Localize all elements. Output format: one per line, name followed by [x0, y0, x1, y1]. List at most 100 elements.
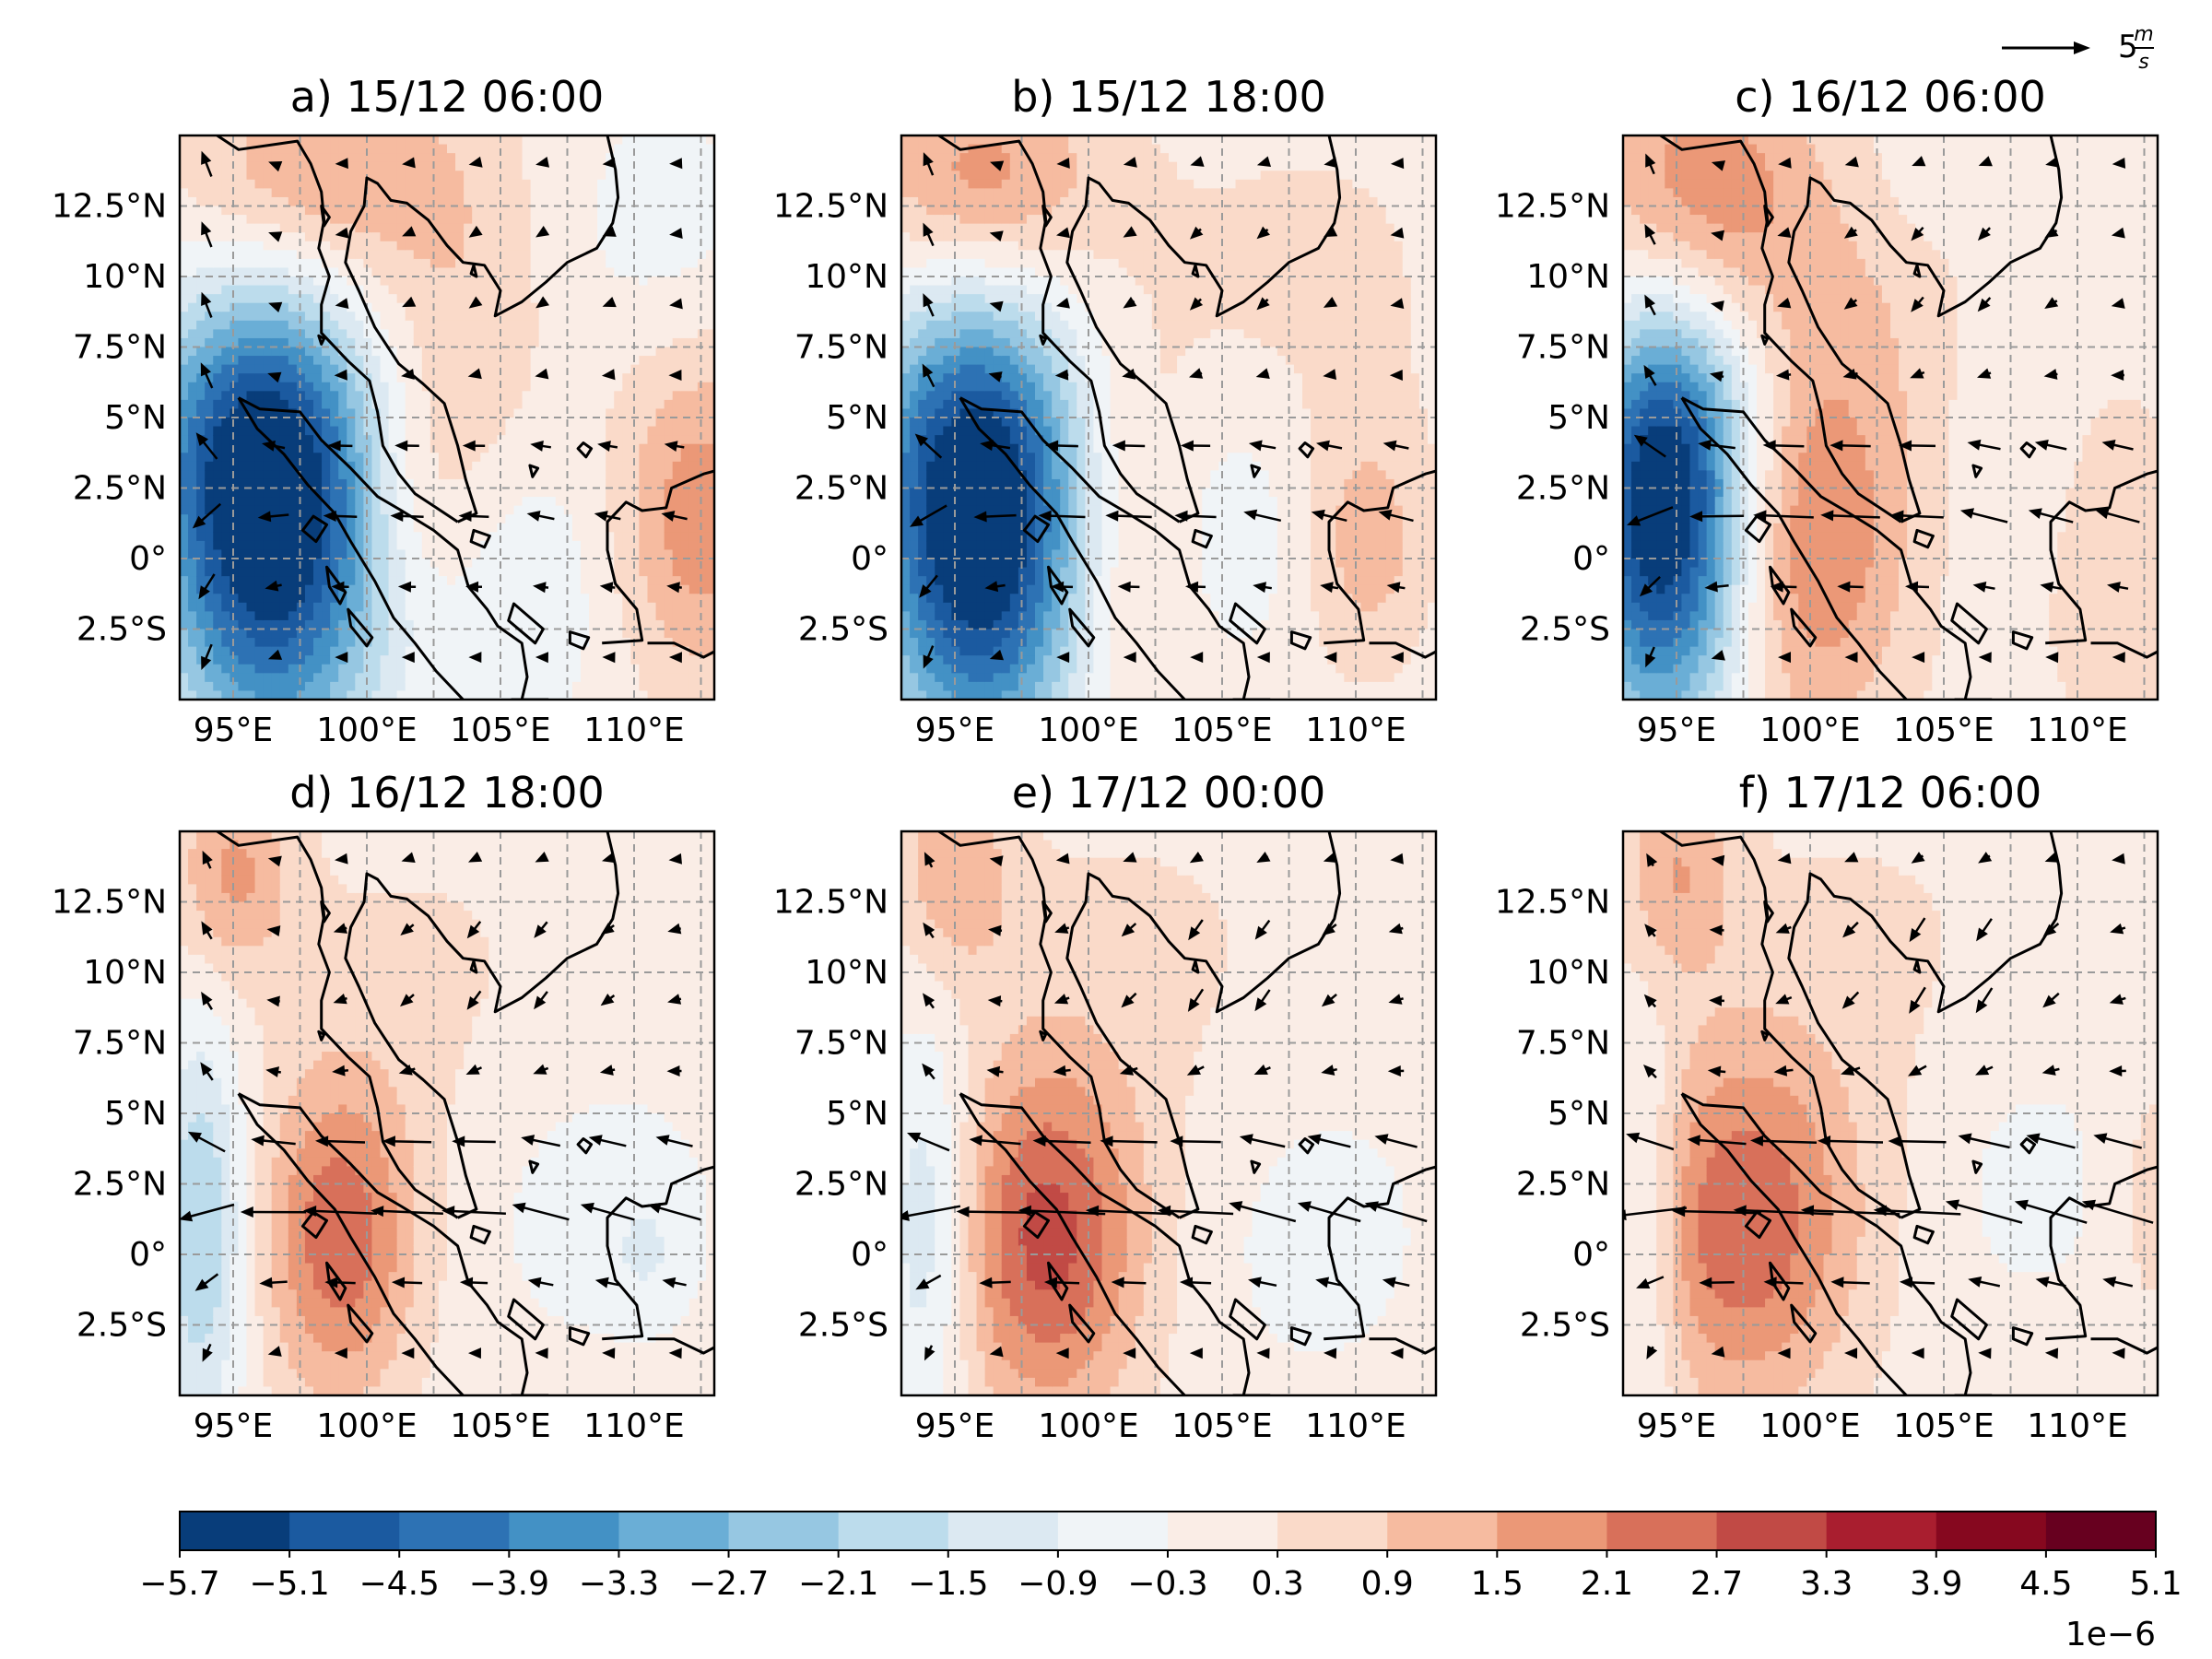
- wind-vector: [602, 226, 617, 237]
- panel-title-e: e) 17/12 00:00: [1012, 768, 1326, 818]
- y-tick-label: 12.5°N: [1495, 884, 1610, 922]
- wind-vector: [1018, 1205, 1106, 1217]
- wind-vector: [2112, 1347, 2125, 1359]
- wind-vector: [1054, 923, 1070, 934]
- wind-vector: [1899, 440, 1936, 452]
- wind-vector: [2034, 440, 2067, 451]
- wind-vector: [1837, 581, 1864, 593]
- x-tick-label: 95°E: [915, 1407, 995, 1445]
- wind-vector: [1121, 992, 1137, 1008]
- wind-vector: [1830, 1277, 1870, 1288]
- wind-vector: [468, 225, 483, 238]
- wind-vector: [534, 991, 548, 1010]
- y-tick-label: 2.5°N: [794, 470, 888, 508]
- wind-vector: [1055, 853, 1070, 865]
- wind-vector: [1229, 1201, 1297, 1223]
- wind-vector: [969, 1135, 1021, 1147]
- wind-vector: [201, 150, 213, 177]
- wind-vector: [1387, 1065, 1405, 1077]
- wind-vector: [2014, 1199, 2088, 1224]
- x-tick-label: 100°E: [1759, 1407, 1860, 1445]
- wind-vector: [2111, 227, 2125, 239]
- wind-vector: [901, 1205, 961, 1221]
- wind-vector: [262, 441, 286, 452]
- wind-vector: [335, 853, 348, 865]
- wind-vector: [1390, 853, 1404, 865]
- wind-vector: [669, 298, 683, 310]
- wind-vector: [597, 441, 618, 452]
- wind-vector: [1636, 1276, 1665, 1288]
- y-tick-label: 10°N: [805, 258, 888, 296]
- wind-vector: [1873, 1205, 1961, 1217]
- wind-vector: [989, 300, 1004, 312]
- wind-vector: [1844, 652, 1858, 664]
- wind-vector: [267, 649, 283, 660]
- wind-vector: [1388, 994, 1404, 1005]
- wind-vector: [668, 652, 682, 664]
- y-tick-label: 0°: [129, 540, 167, 578]
- wind-vector: [468, 1347, 481, 1359]
- wind-vector: [2044, 297, 2059, 309]
- wind-vector: [512, 1202, 570, 1221]
- y-tick-label: 5°N: [1547, 399, 1610, 437]
- wind-vector: [667, 923, 682, 935]
- x-tick-label: 110°E: [1305, 712, 1406, 749]
- wind-vector: [468, 156, 483, 168]
- wind-vector: [267, 855, 282, 867]
- wind-vector: [1255, 368, 1270, 379]
- colorbar-swatch: [947, 1512, 1059, 1550]
- wind-vector: [1051, 581, 1074, 593]
- x-tick-label: 100°E: [1038, 1407, 1138, 1445]
- x-tick-label: 110°E: [2027, 712, 2127, 749]
- wind-vector: [527, 1277, 554, 1288]
- wind-vector: [324, 1277, 356, 1288]
- wind-vector: [468, 652, 482, 664]
- wind-vector: [257, 511, 289, 523]
- wind-vector: [1750, 1135, 1818, 1147]
- colorbar-tick-label: −2.1: [798, 1565, 878, 1603]
- wind-vector: [1842, 921, 1859, 938]
- wind-vector: [1123, 226, 1137, 238]
- map-panel-d: d) 16/12 18:00 95°E 100°E 105°E 110°E 12.5°N 1…: [52, 768, 716, 1445]
- wind-vector: [1188, 919, 1204, 941]
- wind-vector: [2044, 852, 2059, 863]
- map-frame-d: [178, 830, 716, 1397]
- wind-vector: [1187, 988, 1205, 1012]
- wind-vector: [602, 652, 616, 664]
- wind-vector: [1382, 440, 1409, 452]
- wind-vectors-e: [901, 852, 1428, 1361]
- y-tick-label: 7.5°N: [1516, 1025, 1610, 1063]
- wind-vector: [1390, 227, 1405, 239]
- wind-vector: [1248, 440, 1277, 452]
- wind-vector: [2044, 226, 2059, 239]
- wind-vector: [452, 1135, 496, 1147]
- wind-vector: [1709, 924, 1724, 936]
- wind-vector: [1818, 1135, 1884, 1147]
- wind-vector: [521, 1135, 561, 1147]
- wind-vector: [1626, 1132, 1675, 1151]
- wind-vector: [1773, 1065, 1794, 1077]
- colorbar-swatch: [2045, 1512, 2157, 1550]
- wind-vector: [266, 995, 280, 1007]
- colorbar-swatch: [1168, 1512, 1278, 1550]
- wind-vector: [919, 574, 938, 598]
- y-tick-label: 2.5°N: [73, 470, 167, 508]
- wind-vector: [1777, 297, 1792, 309]
- wind-vector: [664, 441, 685, 452]
- wind-vector: [2093, 1133, 2143, 1149]
- y-tick-label: 2.5°S: [1520, 611, 1610, 649]
- wind-vector: [1643, 364, 1657, 386]
- wind-vector: [1121, 923, 1137, 937]
- x-tick-label: 110°E: [583, 712, 684, 749]
- shaded-field-b: [901, 135, 1436, 700]
- wind-vector: [990, 160, 1005, 171]
- wind-vector: [602, 157, 617, 169]
- wind-vector: [402, 296, 417, 308]
- wind-vector: [402, 157, 416, 169]
- wind-vector: [1323, 297, 1338, 308]
- y-tick-label: 2.5°S: [798, 611, 888, 649]
- wind-vector: [1844, 852, 1859, 863]
- wind-vector: [1105, 510, 1152, 522]
- wind-vector: [334, 369, 347, 381]
- wind-vector: [1978, 652, 1992, 664]
